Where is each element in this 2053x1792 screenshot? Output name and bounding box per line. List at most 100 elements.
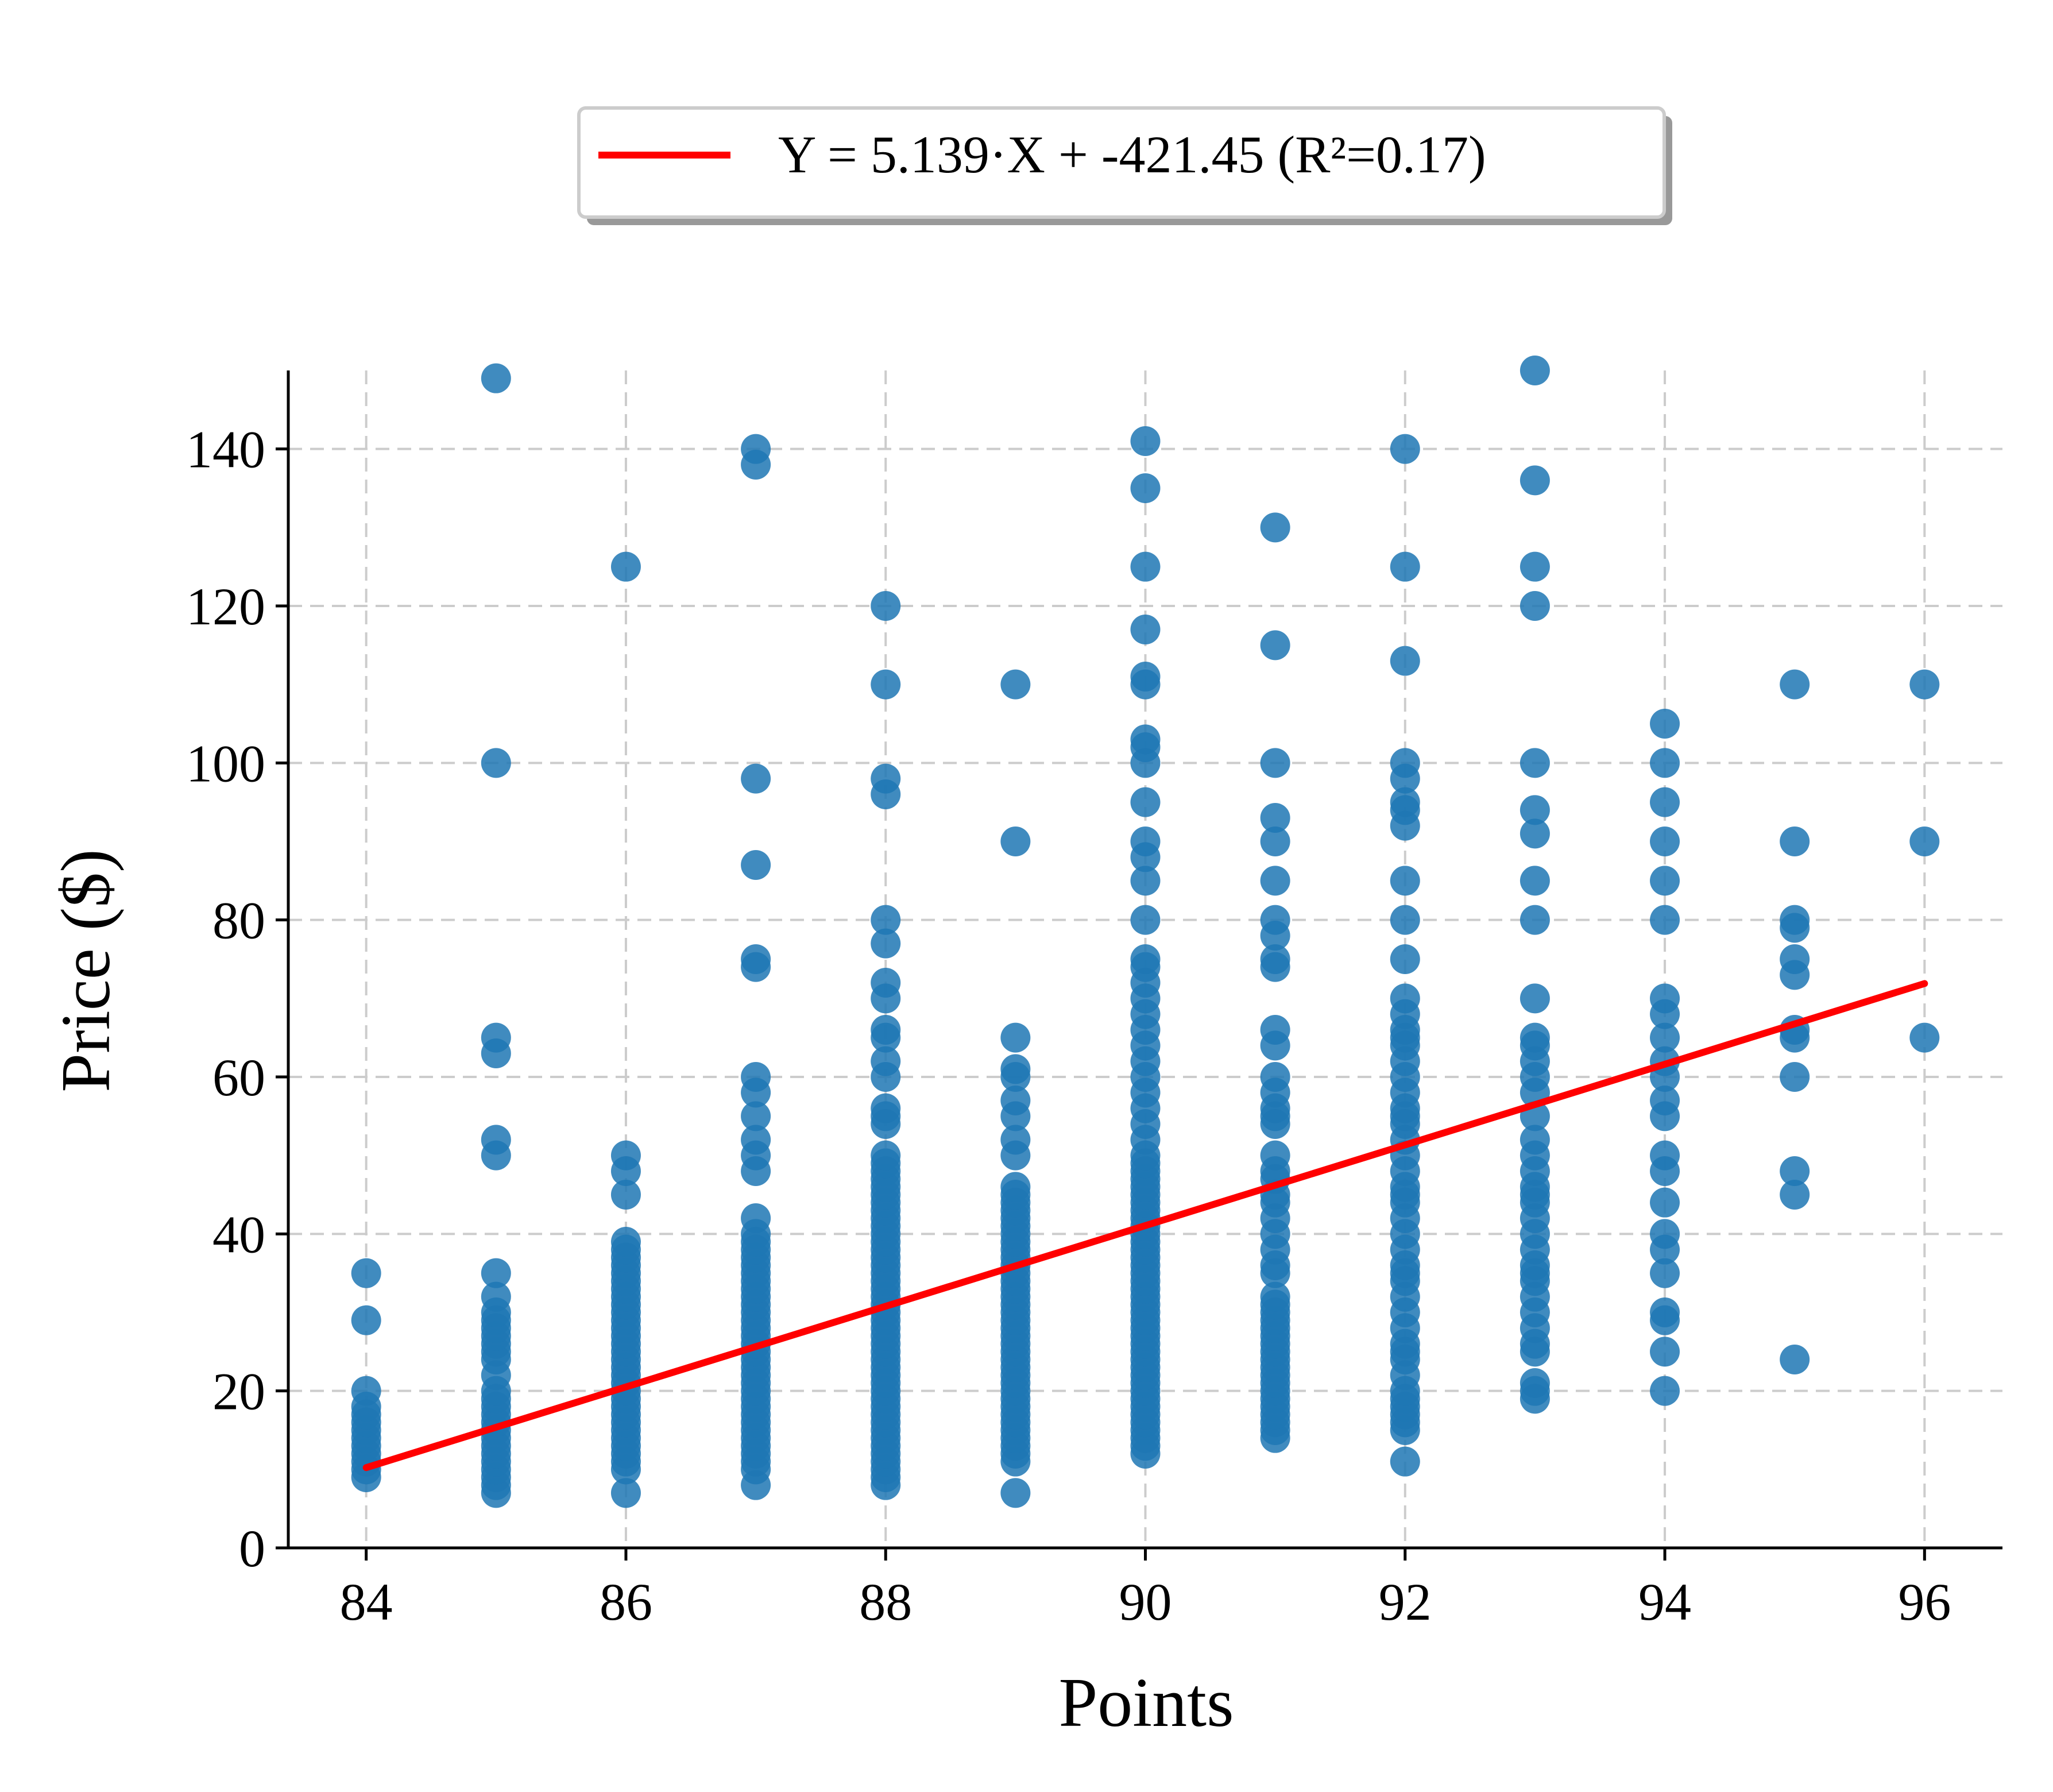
data-point (1520, 1125, 1550, 1155)
x-tick-label: 90 (1119, 1573, 1172, 1631)
data-point (1650, 1140, 1680, 1171)
data-point (481, 1258, 511, 1288)
data-point (1780, 1345, 1810, 1374)
data-point (1780, 905, 1810, 935)
data-point (1130, 827, 1161, 856)
data-point (871, 591, 901, 621)
data-point (741, 1125, 771, 1155)
data-point (1650, 1337, 1680, 1367)
data-point (1390, 787, 1420, 817)
data-point (1260, 866, 1290, 896)
data-point (1780, 944, 1810, 974)
data-point (1130, 866, 1161, 896)
data-point (1390, 866, 1420, 896)
x-tick-label: 84 (340, 1573, 393, 1631)
data-point (1000, 669, 1031, 700)
data-point (1780, 669, 1810, 700)
y-tick-label: 120 (186, 577, 265, 636)
data-point (1520, 818, 1550, 849)
x-axis-label: Points (1058, 1664, 1234, 1741)
data-point (1390, 748, 1420, 778)
data-point (1650, 827, 1680, 856)
data-point (1650, 866, 1680, 896)
data-point (1909, 827, 1940, 856)
y-tick-label: 140 (186, 420, 265, 479)
data-point (610, 1180, 641, 1210)
x-tick-label: 94 (1638, 1573, 1691, 1631)
data-point (610, 1478, 641, 1508)
data-point (741, 944, 771, 974)
data-point (1780, 1180, 1810, 1210)
data-point (481, 1125, 511, 1155)
data-point (610, 1227, 641, 1257)
data-point (1260, 1281, 1290, 1312)
data-point (1390, 905, 1420, 935)
data-point (1390, 646, 1420, 676)
data-point (1000, 1086, 1031, 1115)
y-tick-label: 40 (212, 1205, 265, 1264)
data-point (1520, 748, 1550, 778)
data-point (1390, 983, 1420, 1014)
axes (276, 370, 2002, 1561)
y-tick-label: 100 (186, 734, 265, 793)
data-point (1130, 426, 1161, 456)
data-point (1260, 1015, 1290, 1045)
data-point (610, 551, 641, 582)
data-point (1520, 905, 1550, 935)
x-tick-label: 96 (1898, 1573, 1951, 1631)
data-point (871, 968, 901, 998)
data-point (1520, 591, 1550, 621)
data-point (1650, 787, 1680, 817)
data-point (481, 1281, 511, 1312)
fit-line (362, 980, 1928, 1472)
data-points (351, 356, 1940, 1508)
data-point (1650, 709, 1680, 739)
fit-line-layer (362, 980, 1928, 1472)
data-point (1130, 724, 1161, 755)
data-point (1650, 983, 1680, 1014)
data-point (1260, 1062, 1290, 1092)
data-point (1260, 748, 1290, 778)
data-point (741, 1101, 771, 1131)
data-point (871, 928, 901, 959)
data-point (1520, 551, 1550, 582)
data-point (1780, 827, 1810, 856)
data-point (481, 1022, 511, 1053)
y-axis-label: Price ($) (47, 849, 125, 1092)
data-point (871, 1046, 901, 1076)
data-point (1520, 356, 1550, 385)
data-point (1520, 1022, 1550, 1053)
data-point (1130, 551, 1161, 582)
data-point (871, 1015, 901, 1045)
data-point (871, 1140, 901, 1171)
data-point (1520, 866, 1550, 896)
data-point (1260, 827, 1290, 856)
data-point (1130, 944, 1161, 974)
y-tick-label: 20 (212, 1362, 265, 1421)
data-point (1260, 905, 1290, 935)
data-point (1909, 669, 1940, 700)
data-point (1650, 1297, 1680, 1327)
y-tick-label: 60 (212, 1048, 265, 1107)
data-point (1909, 1022, 1940, 1053)
data-point (1260, 1140, 1290, 1171)
data-point (1130, 662, 1161, 692)
data-point (351, 1258, 381, 1288)
data-point (610, 1140, 641, 1171)
data-point (1650, 905, 1680, 935)
tick-labels: 84 86 88 90 92 94 96 0 20 40 60 80 100 120 140 (186, 420, 1951, 1631)
data-point (1520, 465, 1550, 496)
legend: Y = 5.139·X + -421.45 (R²=0.17) (577, 106, 1672, 225)
data-point (351, 1305, 381, 1335)
data-point (1000, 1172, 1031, 1202)
data-point (1520, 795, 1550, 825)
x-tick-label: 88 (859, 1573, 912, 1631)
data-point (1780, 1062, 1810, 1092)
data-point (1390, 1446, 1420, 1477)
data-point (1520, 1368, 1550, 1398)
data-point (1650, 1187, 1680, 1218)
data-point (871, 1093, 901, 1123)
x-tick-label: 86 (600, 1573, 652, 1631)
